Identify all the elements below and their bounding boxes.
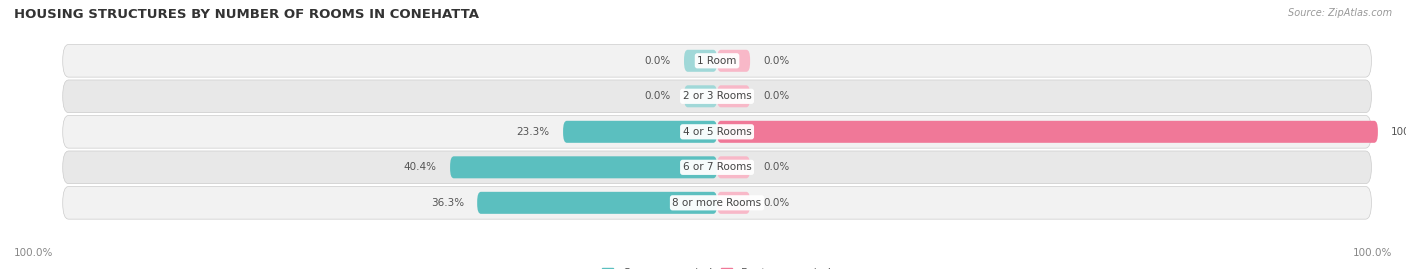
- Legend: Owner-occupied, Renter-occupied: Owner-occupied, Renter-occupied: [598, 264, 837, 269]
- FancyBboxPatch shape: [562, 121, 717, 143]
- Text: 40.4%: 40.4%: [404, 162, 437, 172]
- FancyBboxPatch shape: [63, 151, 1371, 184]
- Text: 0.0%: 0.0%: [763, 91, 790, 101]
- Text: 0.0%: 0.0%: [763, 56, 790, 66]
- Text: 23.3%: 23.3%: [517, 127, 550, 137]
- FancyBboxPatch shape: [717, 156, 751, 178]
- FancyBboxPatch shape: [717, 85, 751, 107]
- Text: 2 or 3 Rooms: 2 or 3 Rooms: [683, 91, 751, 101]
- Text: 0.0%: 0.0%: [763, 162, 790, 172]
- Text: 0.0%: 0.0%: [644, 91, 671, 101]
- Text: 4 or 5 Rooms: 4 or 5 Rooms: [683, 127, 751, 137]
- Text: 8 or more Rooms: 8 or more Rooms: [672, 198, 762, 208]
- Text: 36.3%: 36.3%: [430, 198, 464, 208]
- FancyBboxPatch shape: [683, 85, 717, 107]
- FancyBboxPatch shape: [717, 50, 751, 72]
- Text: 0.0%: 0.0%: [763, 198, 790, 208]
- FancyBboxPatch shape: [477, 192, 717, 214]
- FancyBboxPatch shape: [63, 186, 1371, 219]
- FancyBboxPatch shape: [63, 115, 1371, 148]
- FancyBboxPatch shape: [63, 44, 1371, 77]
- Text: 100.0%: 100.0%: [14, 248, 53, 258]
- FancyBboxPatch shape: [63, 80, 1371, 113]
- Text: 0.0%: 0.0%: [644, 56, 671, 66]
- FancyBboxPatch shape: [717, 121, 1378, 143]
- FancyBboxPatch shape: [717, 192, 751, 214]
- Text: HOUSING STRUCTURES BY NUMBER OF ROOMS IN CONEHATTA: HOUSING STRUCTURES BY NUMBER OF ROOMS IN…: [14, 8, 479, 21]
- Text: 100.0%: 100.0%: [1353, 248, 1392, 258]
- Text: 1 Room: 1 Room: [697, 56, 737, 66]
- Text: 6 or 7 Rooms: 6 or 7 Rooms: [683, 162, 751, 172]
- FancyBboxPatch shape: [683, 50, 717, 72]
- FancyBboxPatch shape: [450, 156, 717, 178]
- Text: Source: ZipAtlas.com: Source: ZipAtlas.com: [1288, 8, 1392, 18]
- Text: 100.0%: 100.0%: [1391, 127, 1406, 137]
